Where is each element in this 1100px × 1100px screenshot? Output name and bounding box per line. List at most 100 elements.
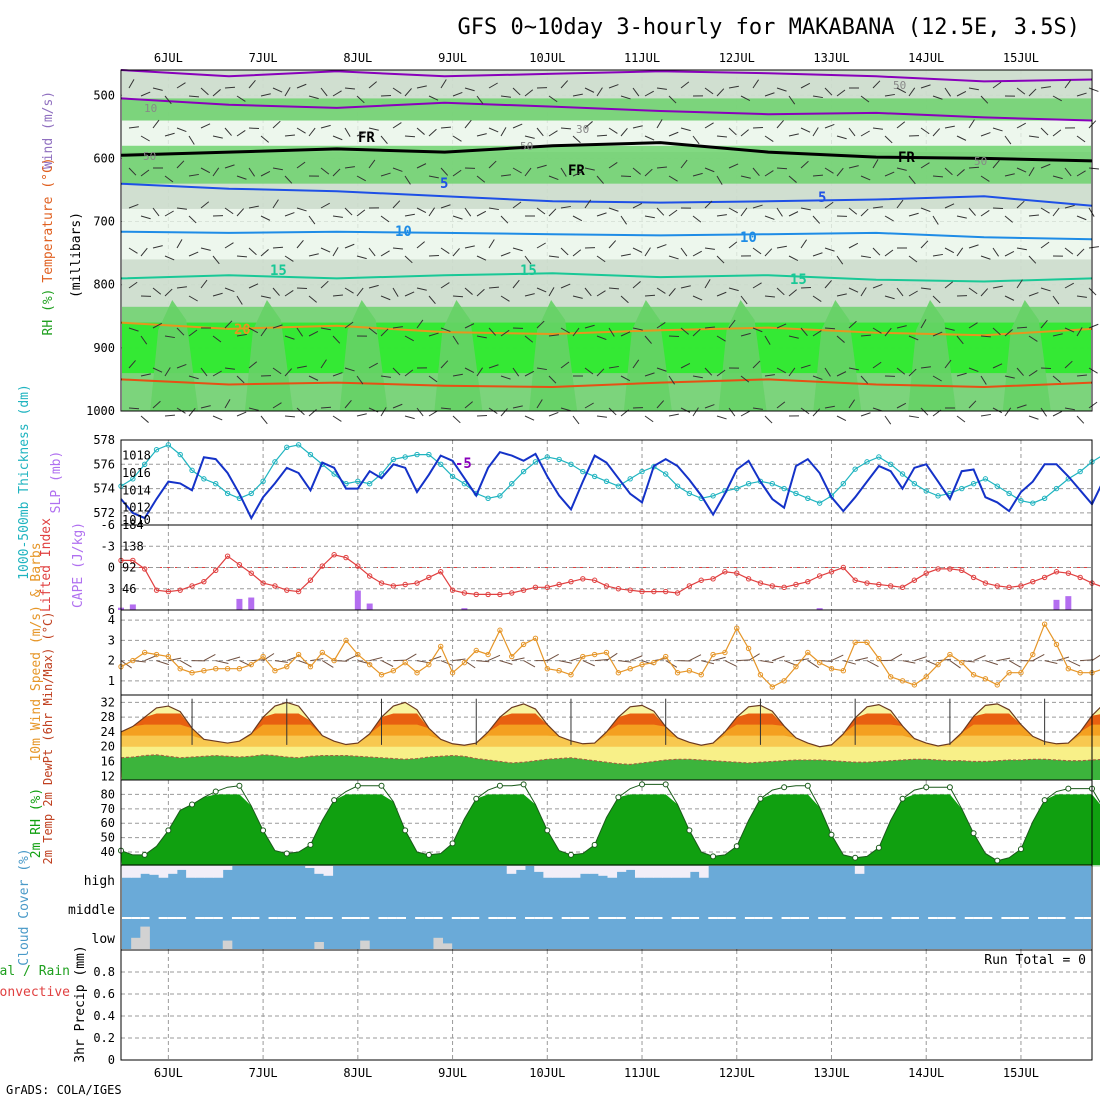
wind-barb: [356, 95, 365, 104]
wind-barb: [272, 87, 283, 93]
wind-barb: [992, 207, 1004, 210]
wind-barb: [488, 364, 499, 369]
thickness-point: [923, 488, 929, 494]
wind-barb: [608, 84, 619, 89]
wind-barb: [248, 167, 256, 177]
lifted-index-point: [153, 587, 160, 593]
wind-speed-point: [876, 655, 882, 662]
wind-barb: [284, 289, 294, 297]
wind-barb: [836, 415, 847, 421]
wind-barb: [344, 207, 353, 216]
wind-barb: [812, 295, 822, 303]
thickness-point: [935, 493, 941, 499]
cloud-high-bar: [213, 866, 224, 878]
wind-barb: [968, 207, 976, 216]
isotherm-label: 5: [818, 190, 826, 206]
wind-barb: [980, 175, 990, 182]
rh2m-point: [283, 850, 290, 857]
wind-barb: [380, 295, 391, 301]
wind-barb: [692, 215, 702, 223]
wind-speed-point: [284, 663, 290, 670]
surface-wind-barb: [807, 660, 819, 669]
lifted-index-point: [580, 576, 586, 582]
day-label-top: 15JUL: [1003, 51, 1039, 65]
rh-contour-label: 50: [143, 150, 156, 163]
wind-barb: [572, 327, 580, 337]
wind-barb: [656, 207, 665, 216]
isotherm-label: 10: [740, 230, 757, 246]
wind-barb: [872, 80, 881, 89]
wind-barb: [968, 119, 975, 129]
thickness-point: [248, 490, 254, 497]
wind-barb: [740, 95, 751, 101]
pressure-tick: 700: [93, 215, 115, 229]
lifted-index-point: [935, 566, 941, 572]
wind-barb: [224, 287, 235, 293]
wind-barb: [716, 291, 727, 297]
wind-barb: [296, 127, 306, 134]
lifted-index-point: [698, 577, 704, 583]
day-label-bottom: 13JUL: [813, 1066, 849, 1080]
thickness-point: [390, 456, 397, 463]
wind-barb: [296, 365, 307, 369]
wind-barb: [848, 242, 859, 249]
isotherm-20: [120, 321, 1093, 337]
temp-tick: 12: [101, 769, 115, 783]
cloud-mid-bar: [360, 917, 370, 919]
wind-barb: [152, 119, 160, 129]
thickness-point: [982, 476, 989, 482]
wind-barb: [1004, 407, 1012, 417]
wind-barb: [956, 135, 967, 141]
wind-barb: [704, 167, 715, 173]
wind-barb: [200, 247, 211, 251]
wind-barb: [716, 135, 727, 138]
wind-barb: [1052, 333, 1063, 337]
wind-barb: [344, 400, 352, 409]
wind-barb: [860, 130, 870, 137]
thickness-point: [153, 447, 160, 453]
wind-barb: [536, 287, 547, 293]
cloud-high-bar: [506, 866, 517, 874]
wind-barb: [320, 87, 328, 97]
wind-barb: [764, 295, 775, 298]
lifted-index-point: [663, 588, 669, 595]
wind-barb: [680, 81, 690, 89]
wind-barb: [416, 207, 427, 213]
cloud-axis-label: Cloud Cover (%): [17, 848, 32, 965]
wind-barb: [1004, 173, 1015, 177]
surface-wind-barb: [215, 660, 229, 665]
wind-barb: [272, 246, 284, 249]
cloud-mid-bar: [937, 917, 947, 919]
wind-barb: [740, 375, 750, 383]
wind-barb: [752, 204, 763, 209]
thickness-point: [189, 467, 195, 474]
cloud-mid-bar: [204, 917, 214, 919]
lifted-index-point: [769, 583, 775, 589]
wind-speed-point: [911, 682, 918, 688]
wind-barb: [620, 128, 628, 137]
wind-barb: [512, 167, 522, 174]
wind-speed-point: [473, 647, 479, 654]
wind-barb: [872, 283, 883, 289]
cloud-mid-bar: [250, 917, 260, 919]
isotherm-25: [120, 378, 1093, 389]
wind-speed-point: [627, 665, 633, 672]
cloud-mid-bar: [451, 917, 461, 919]
wind-speed-point: [260, 653, 266, 660]
wind-barb: [884, 93, 895, 97]
rh2m-point: [544, 827, 551, 834]
surface-wind-barb: [582, 660, 595, 667]
wind-barb: [260, 415, 268, 425]
surface-wind-barb: [487, 654, 501, 662]
rh2m-tick: 40: [101, 845, 115, 859]
wind-barb: [140, 135, 150, 142]
wind-barb: [248, 247, 257, 256]
surface-wind-barb: [203, 654, 216, 662]
cloud-mid-bar: [433, 917, 443, 919]
wind-barb: [1016, 367, 1024, 376]
wind-barb: [968, 166, 980, 169]
lifted-index-point: [651, 588, 657, 595]
wind-barb: [740, 332, 751, 337]
wind-barb: [188, 215, 197, 224]
surface-wind-barb: [712, 656, 726, 662]
